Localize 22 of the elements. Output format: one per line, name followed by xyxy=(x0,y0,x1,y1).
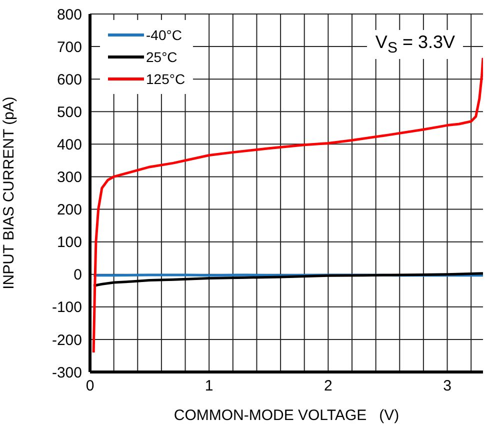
y-tick-label: 600 xyxy=(56,71,82,88)
x-tick-label: 3 xyxy=(443,378,452,395)
legend-label: 25°C xyxy=(146,49,178,65)
x-tick-label: 0 xyxy=(86,378,94,395)
y-tick-label: 200 xyxy=(56,202,82,219)
x-tick-label: 2 xyxy=(324,378,332,395)
x-axis-title: COMMON-MODE VOLTAGE (V) xyxy=(174,407,400,424)
y-tick-label: 0 xyxy=(74,266,82,284)
y-tick-label: 500 xyxy=(56,104,82,121)
y-tick-label: -100 xyxy=(52,299,82,316)
x-tick-label: 1 xyxy=(204,378,214,395)
y-tick-label: 700 xyxy=(56,38,82,56)
legend-label: 125°C xyxy=(146,71,186,87)
y-tick-label: -300 xyxy=(52,364,82,382)
y-tick-label: 300 xyxy=(56,169,82,186)
y-tick-label: 800 xyxy=(56,6,82,24)
y-tick-label: 400 xyxy=(56,136,82,154)
legend-label: -40°C xyxy=(146,27,182,43)
y-tick-label: -200 xyxy=(52,332,82,349)
y-tick-label: 100 xyxy=(56,234,82,252)
annotation: V$_{S}$ = 3.3V xyxy=(367,30,463,59)
y-axis-title: INPUT BIAS CURRENT (pA) xyxy=(0,96,18,290)
